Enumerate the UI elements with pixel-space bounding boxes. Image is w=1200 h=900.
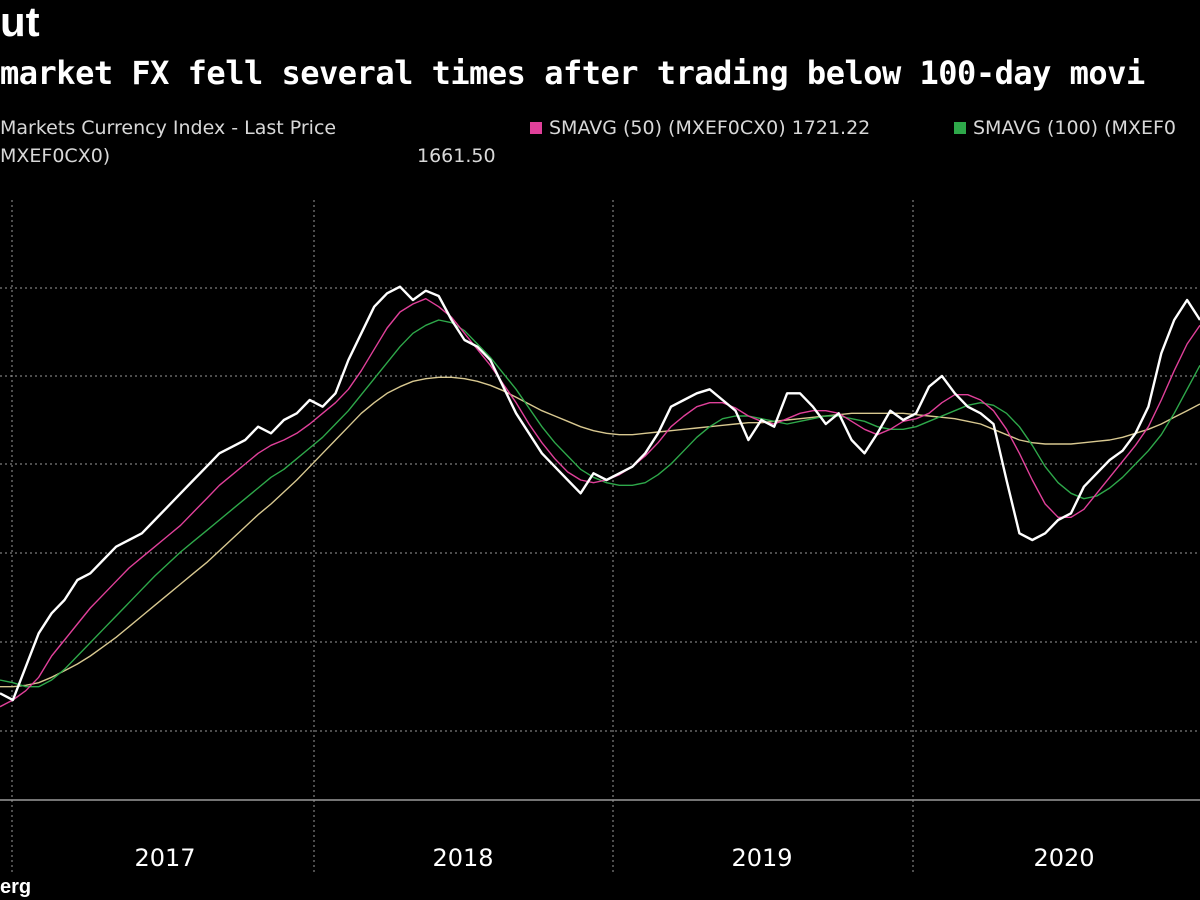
series-line-sma200 bbox=[0, 376, 1200, 688]
x-tick-label: 2019 bbox=[731, 844, 792, 872]
legend-price-value: 1661.50 bbox=[417, 145, 496, 167]
legend-sma50-swatch bbox=[530, 122, 542, 134]
x-tick-label: 2020 bbox=[1033, 844, 1094, 872]
source-label: erg bbox=[0, 876, 32, 898]
x-tick-label: 2018 bbox=[432, 844, 493, 872]
x-axis: 2017 2018 2019 2020 bbox=[0, 799, 1200, 872]
legend-sma100-swatch bbox=[954, 122, 966, 134]
chart-title: ut bbox=[0, 0, 40, 45]
series-layer bbox=[0, 285, 1200, 708]
x-tick-label: 2017 bbox=[134, 844, 195, 872]
legend-price-label: Markets Currency Index - Last Price bbox=[0, 117, 337, 139]
series-line-sma50 bbox=[0, 298, 1200, 708]
legend-sma100-label: SMAVG (100) (MXEF0 bbox=[973, 117, 1176, 139]
grid bbox=[0, 200, 1200, 872]
chart-subtitle: market FX fell several times after tradi… bbox=[0, 54, 1145, 92]
legend-price-label-ticker: MXEF0CX0) bbox=[0, 145, 111, 167]
series-line-price bbox=[0, 285, 1200, 702]
legend-sma50-label: SMAVG (50) (MXEF0CX0) 1721.22 bbox=[549, 117, 871, 139]
series-line-sma100 bbox=[0, 319, 1200, 688]
